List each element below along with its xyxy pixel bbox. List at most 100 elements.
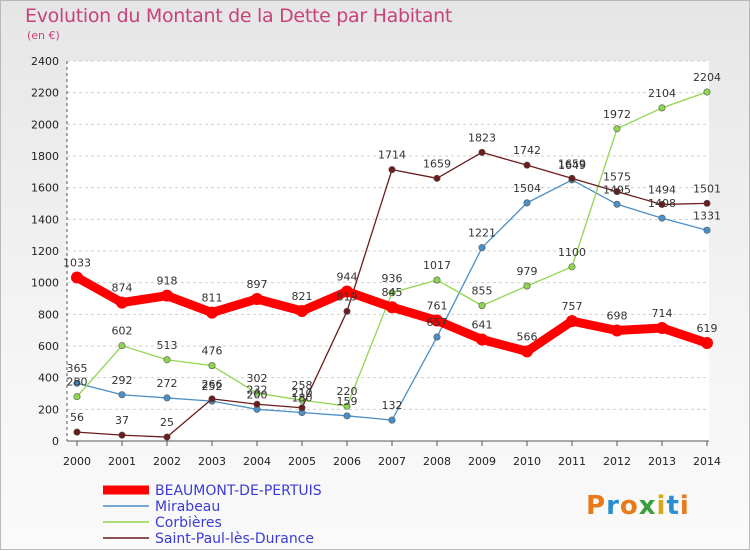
x-tick-label: 2003	[198, 455, 226, 468]
data-point	[521, 345, 533, 358]
data-label: 200	[247, 388, 268, 401]
data-point	[341, 285, 353, 298]
data-point	[433, 276, 441, 284]
data-label: 132	[382, 399, 403, 412]
x-tick-label: 2014	[693, 455, 721, 468]
data-label: 272	[157, 377, 178, 390]
data-point	[433, 333, 441, 341]
logo-letter: P	[586, 491, 607, 521]
data-point	[251, 292, 263, 305]
y-tick-label: 2400	[31, 55, 59, 68]
data-label: 302	[247, 372, 268, 385]
legend-label: Mirabeau	[155, 499, 220, 515]
data-label: 1714	[378, 149, 406, 162]
data-label: 37	[115, 414, 129, 427]
data-point	[118, 431, 126, 439]
data-point	[388, 416, 396, 424]
x-tick-label: 2007	[378, 455, 406, 468]
logo-letter: r	[606, 491, 620, 521]
data-label: 1017	[423, 259, 451, 272]
data-label: 159	[337, 395, 358, 408]
data-label: 979	[517, 265, 538, 278]
data-label: 258	[292, 379, 313, 392]
data-point	[296, 305, 308, 318]
data-label: 1575	[603, 171, 631, 184]
data-point	[701, 336, 713, 349]
x-tick-label: 2002	[153, 455, 181, 468]
data-label: 252	[202, 380, 223, 393]
data-label: 1495	[603, 183, 631, 196]
data-point	[703, 88, 711, 96]
data-point	[118, 391, 126, 399]
x-tick-label: 2012	[603, 455, 631, 468]
data-label: 936	[382, 272, 403, 285]
y-tick-label: 1000	[31, 277, 59, 290]
y-tick-label: 200	[38, 403, 59, 416]
data-point	[253, 400, 261, 408]
x-tick-label: 2009	[468, 455, 496, 468]
legend-label: BEAUMONT-DE-PERTUIS	[155, 483, 322, 499]
data-label: 220	[337, 385, 358, 398]
y-tick-label: 1200	[31, 245, 59, 258]
data-label: 619	[697, 322, 718, 335]
data-point	[478, 148, 486, 156]
data-label: 1501	[693, 182, 721, 195]
data-point	[613, 125, 621, 133]
x-tick-label: 2010	[513, 455, 541, 468]
chart-title: Evolution du Montant de la Dette par Hab…	[25, 5, 453, 27]
data-label: 1823	[468, 131, 496, 144]
data-point	[163, 433, 171, 441]
data-point	[523, 199, 531, 207]
data-point	[478, 244, 486, 252]
data-label: 2104	[648, 87, 676, 100]
data-label: 1742	[513, 144, 541, 157]
y-tick-label: 600	[38, 340, 59, 353]
data-point	[523, 282, 531, 290]
data-label: 897	[247, 278, 268, 291]
data-point	[568, 263, 576, 271]
data-point	[208, 362, 216, 370]
data-label: 566	[517, 330, 538, 343]
y-tick-label: 2200	[31, 87, 59, 100]
data-label: 761	[427, 300, 448, 313]
y-tick-label: 1600	[31, 182, 59, 195]
data-point	[118, 342, 126, 350]
data-label: 210	[292, 387, 313, 400]
data-point	[523, 161, 531, 169]
data-point	[658, 214, 666, 222]
data-label: 1972	[603, 108, 631, 121]
data-point	[116, 296, 128, 309]
data-point	[388, 166, 396, 174]
data-label: 641	[472, 319, 493, 332]
y-tick-label: 0	[52, 435, 59, 448]
data-point	[703, 199, 711, 207]
data-label: 476	[202, 345, 223, 358]
data-point	[343, 402, 351, 410]
data-point	[431, 314, 443, 327]
data-point	[476, 333, 488, 346]
data-point	[343, 412, 351, 420]
y-tick-label: 400	[38, 372, 59, 385]
data-label: 292	[112, 374, 133, 387]
logo-letter: t	[666, 491, 680, 521]
data-label: 811	[202, 292, 223, 305]
data-point	[388, 289, 396, 297]
data-point	[73, 428, 81, 436]
data-label: 1649	[558, 159, 586, 172]
data-label: 513	[157, 339, 178, 352]
data-point	[658, 104, 666, 112]
legend-label: Corbières	[155, 515, 222, 531]
data-label: 1659	[558, 157, 586, 170]
data-point	[703, 226, 711, 234]
x-tick-label: 2000	[63, 455, 91, 468]
legend-label: Saint-Paul-lès-Durance	[155, 531, 314, 547]
y-tick-label: 800	[38, 308, 59, 321]
data-label: 1659	[423, 157, 451, 170]
data-label: 1221	[468, 227, 496, 240]
data-point	[386, 301, 398, 314]
x-tick-label: 2001	[108, 455, 136, 468]
logo-letter: x	[638, 491, 657, 521]
data-point	[208, 395, 216, 403]
data-label: 1494	[648, 183, 676, 196]
x-tick-label: 2011	[558, 455, 586, 468]
